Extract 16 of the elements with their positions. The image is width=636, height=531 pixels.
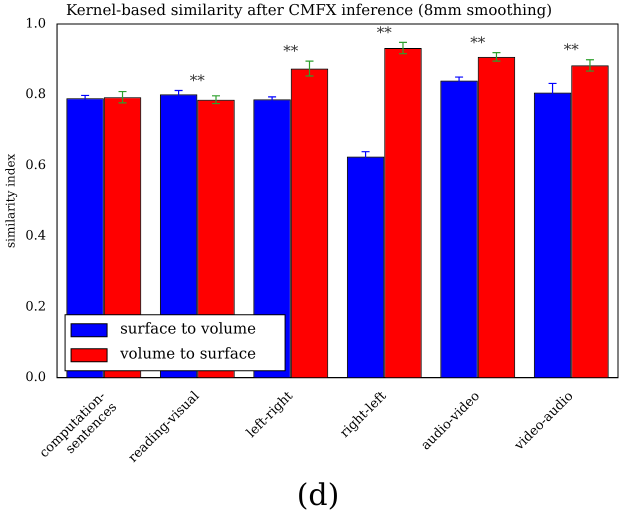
annotation: ** <box>376 23 392 42</box>
text: (d) <box>296 478 340 513</box>
y-tick-label: 0.8 <box>25 87 46 102</box>
y-tick-label: 0.0 <box>25 370 46 386</box>
y-tick-label: 0.4 <box>25 228 46 244</box>
y-tick-label: 1.0 <box>25 16 46 32</box>
y-tick-label: 0.6 <box>25 158 46 173</box>
y-axis-title: similarity index <box>3 153 18 248</box>
y-tick-label: 0.2 <box>25 299 46 314</box>
legend-label: surface to volume <box>120 320 256 338</box>
chart-title: Kernel-based similarity after CMFX inference (8mm smoothing) <box>66 0 552 19</box>
annotation: ** <box>283 42 299 60</box>
legend-label: volume to surface <box>119 344 256 363</box>
annotation: ** <box>470 34 486 52</box>
annotation: ** <box>564 40 580 59</box>
annotation: ** <box>190 71 206 90</box>
